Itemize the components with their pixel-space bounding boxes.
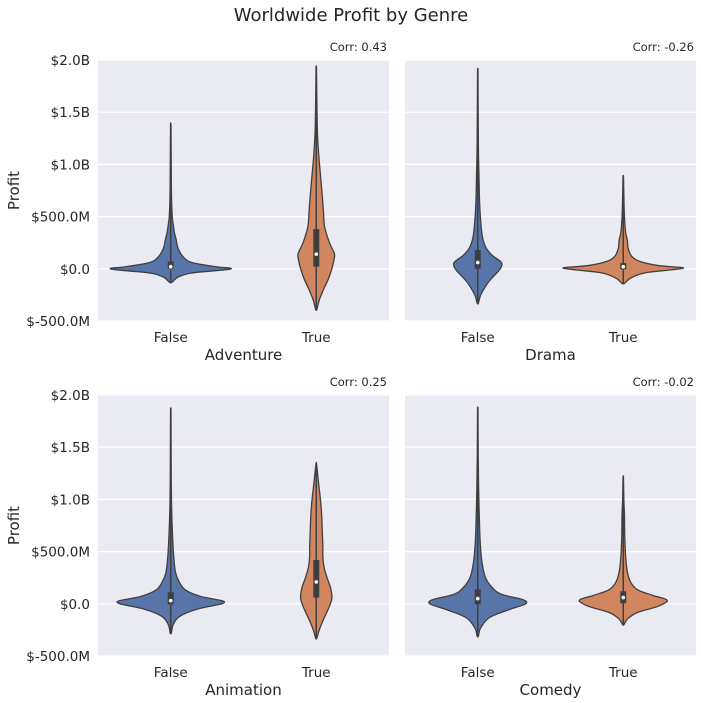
plot-area-2 <box>405 60 696 321</box>
y-tick-label: $500.0M <box>31 210 90 226</box>
violin-median <box>475 596 480 601</box>
x-axis-label: Drama <box>525 346 576 364</box>
x-axis-label: Animation <box>205 681 281 699</box>
violin-median <box>314 252 319 256</box>
x-tick-label: False <box>154 665 188 681</box>
y-axis-label: Profit <box>5 506 23 545</box>
correlation-annotation: Corr: 0.25 <box>330 375 387 389</box>
violin-median <box>621 595 626 600</box>
y-tick-label: $500.0M <box>31 545 90 561</box>
x-axis-label: Adventure <box>205 346 283 364</box>
chart-title: Worldwide Profit by Genre <box>234 5 469 26</box>
plot-area-4 <box>405 395 696 656</box>
violin-iqr-box <box>474 250 481 269</box>
violin-iqr-box <box>313 229 320 267</box>
y-tick-label: $1.0B <box>51 492 90 508</box>
x-tick-label: False <box>154 330 188 346</box>
violin-median <box>314 580 319 584</box>
correlation-annotation: Corr: 0.43 <box>330 40 387 54</box>
violin-iqr-box <box>474 589 481 605</box>
plot-area-3 <box>98 395 389 656</box>
y-tick-label: $0.0 <box>60 597 90 613</box>
x-tick-label: False <box>461 665 495 681</box>
y-axis-label: Profit <box>5 171 23 210</box>
y-tick-label: $1.5B <box>51 440 90 456</box>
y-tick-label: $-500.0M <box>26 314 90 330</box>
x-tick-label: True <box>608 330 638 346</box>
plot-area-1 <box>98 60 389 321</box>
y-tick-label: $2.0B <box>51 53 90 69</box>
x-tick-label: True <box>301 665 331 681</box>
violin-median <box>168 598 173 603</box>
x-axis-label: Comedy <box>520 681 582 699</box>
violin-median <box>168 264 173 269</box>
y-tick-label: $1.5B <box>51 105 90 121</box>
correlation-annotation: Corr: -0.02 <box>633 375 694 389</box>
y-tick-label: $1.0B <box>51 157 90 173</box>
x-tick-label: False <box>461 330 495 346</box>
x-tick-label: True <box>608 665 638 681</box>
y-tick-label: $2.0B <box>51 388 90 404</box>
violin-median <box>621 264 626 269</box>
y-tick-label: $-500.0M <box>26 649 90 665</box>
correlation-annotation: Corr: -0.26 <box>633 40 694 54</box>
x-tick-label: True <box>301 330 331 346</box>
y-tick-label: $0.0 <box>60 262 90 278</box>
violin-iqr-box <box>167 592 174 605</box>
violin-median <box>475 260 480 265</box>
violin-iqr-box <box>313 559 320 598</box>
